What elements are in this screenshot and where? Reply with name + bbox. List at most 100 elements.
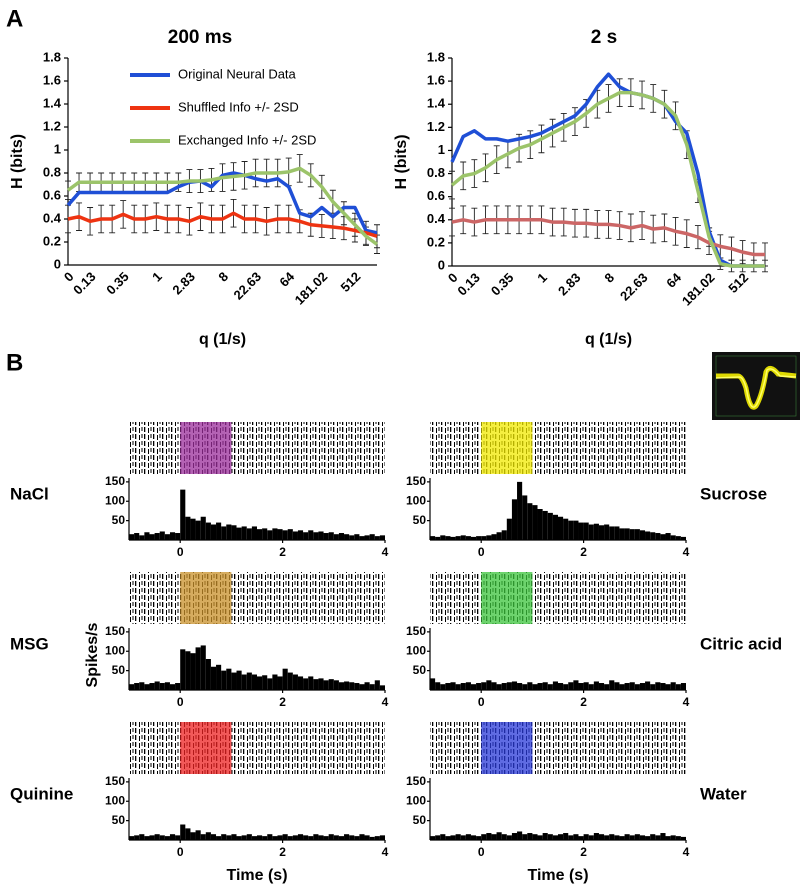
histogram-bar (303, 678, 309, 690)
stimulus-label: Water (700, 784, 747, 803)
histogram-bar (216, 522, 222, 540)
histogram-bar (614, 835, 620, 840)
histogram-bar (277, 529, 283, 540)
histogram-bar (277, 835, 283, 840)
histogram-bar (430, 536, 436, 540)
histogram-bar (251, 836, 257, 840)
histogram-bar (645, 681, 651, 690)
legend-label: Exchanged Info +/- 2SD (178, 132, 316, 147)
histogram-bar (675, 684, 681, 690)
histogram-bar (195, 830, 201, 840)
y-tick-label: 1.6 (43, 72, 61, 87)
histogram-bar (303, 835, 309, 840)
histogram-bar (221, 526, 227, 540)
histogram-bar (338, 533, 345, 540)
histogram-bar (297, 530, 304, 540)
histogram-bar (624, 834, 630, 840)
spike-raster (430, 572, 686, 624)
histogram-bar (205, 659, 211, 690)
histogram-bar (282, 668, 288, 690)
histogram-bar (144, 836, 150, 840)
histogram-bar (675, 536, 681, 540)
stimulus-label: NaCl (10, 484, 49, 503)
x-tick-label: 4 (683, 695, 690, 709)
series-line (450, 90, 765, 268)
histogram-bar (532, 834, 538, 840)
histogram-bar (236, 670, 242, 690)
histogram-bar (236, 527, 242, 540)
stimulus-marker (180, 722, 232, 774)
histogram-bar (578, 836, 584, 840)
histogram-bar (241, 674, 247, 690)
histogram-bar (655, 533, 661, 540)
histogram-bar (308, 836, 314, 840)
histogram-bar (231, 525, 237, 540)
histogram-bar (470, 536, 477, 540)
x-tick-label: 2 (580, 845, 587, 859)
histogram-bar (491, 534, 497, 540)
histogram-bar (430, 836, 436, 840)
histogram-bar (517, 831, 523, 840)
histogram-bar (262, 675, 268, 690)
histogram-bar (675, 836, 681, 840)
histogram-bar (624, 528, 630, 540)
histogram-bar (639, 530, 646, 540)
histogram-bar (154, 834, 160, 840)
histogram-bar (481, 834, 487, 840)
histogram-bar (496, 532, 502, 540)
histogram-bar (364, 682, 370, 690)
y-tick-label: 1.2 (427, 119, 445, 134)
histogram-bar (670, 682, 676, 690)
histogram-bar (210, 666, 217, 690)
histogram-bar (435, 536, 441, 540)
histogram-bar (547, 834, 553, 840)
histogram-bar (313, 679, 319, 690)
x-tick-label: 2 (279, 695, 286, 709)
legend-label: Shuffled Info +/- 2SD (178, 99, 299, 114)
histogram-bar (374, 680, 380, 690)
histogram-bar (578, 522, 584, 540)
x-tick-label: 0.13 (70, 269, 99, 298)
histogram-bar (210, 834, 217, 840)
histogram-bar (333, 534, 339, 540)
histogram-bar (435, 682, 441, 690)
panel-label: B (6, 349, 23, 376)
histogram-bar (547, 684, 553, 690)
x-axis-label: Time (s) (226, 867, 287, 884)
x-tick-label: 8 (215, 269, 231, 285)
histogram-bar (241, 835, 247, 840)
y-axis-label: Spikes/s (84, 622, 101, 687)
histogram-bar (639, 835, 646, 840)
stimulus-marker (180, 422, 232, 474)
histogram-bar (328, 679, 334, 690)
y-tick-label: 100 (406, 493, 426, 507)
x-tick-label: 22.63 (617, 270, 651, 304)
histogram-bar (634, 834, 640, 840)
histogram-bar (333, 680, 339, 690)
histogram-bar (149, 683, 155, 690)
histogram-bar (517, 683, 523, 690)
x-tick-label: 4 (683, 545, 690, 559)
y-tick-label: 50 (413, 513, 427, 527)
histogram-bar (354, 534, 360, 540)
histogram-bar (257, 835, 263, 840)
histogram-bar (609, 680, 615, 690)
histogram-bar (338, 836, 345, 840)
y-tick-label: 0.4 (427, 211, 446, 226)
histogram-bar (486, 680, 492, 690)
histogram-bar (455, 834, 461, 840)
histogram-bar (450, 536, 456, 540)
histogram-bar (476, 683, 482, 690)
histogram-bar (297, 834, 304, 840)
histogram-bar (435, 835, 441, 840)
histogram-bar (537, 835, 543, 840)
histogram-bar (374, 836, 380, 840)
histogram-bar (328, 834, 334, 840)
histogram-bar (665, 684, 671, 690)
histogram-bar (598, 834, 605, 840)
histogram-bar (297, 676, 304, 690)
histogram-bar (614, 526, 620, 540)
y-tick-label: 100 (406, 793, 426, 807)
histogram-bar (149, 534, 155, 540)
x-tick-label: 1 (149, 269, 165, 285)
